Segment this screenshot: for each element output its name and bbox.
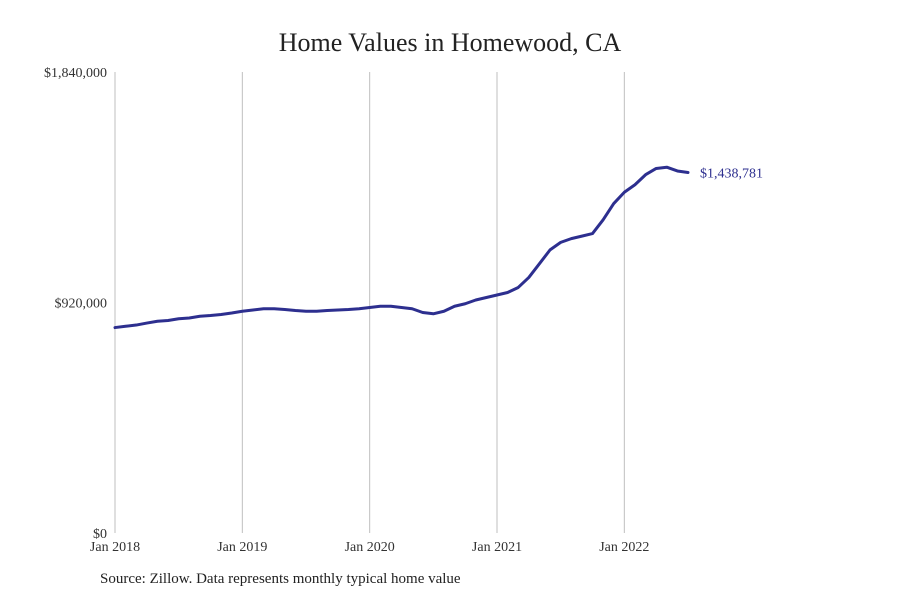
y-axis-ticks: $0$920,000$1,840,000	[44, 66, 107, 542]
series-line	[115, 167, 688, 327]
y-tick-label: $920,000	[55, 297, 108, 312]
chart-container: Home Values in Homewood, CA $0$920,000$1…	[0, 0, 900, 600]
x-gridlines	[115, 72, 624, 533]
x-axis-ticks: Jan 2018 Jan 2019 Jan 2020 Jan 2021 Jan 2022	[90, 540, 650, 555]
x-tick-label: Jan 2022	[599, 540, 649, 555]
x-tick-label: Jan 2018	[90, 540, 140, 555]
source-note: Source: Zillow. Data represents monthly …	[100, 571, 461, 588]
x-tick-label: Jan 2021	[472, 540, 522, 555]
y-tick-label: $1,840,000	[44, 66, 107, 81]
chart-svg: $0$920,000$1,840,000 Jan 2018Jan 2019Jan…	[0, 0, 900, 600]
series-end-label: $1,438,781	[700, 167, 763, 182]
x-tick-label: Jan 2020	[345, 540, 395, 555]
x-tick-label: Jan 2019	[217, 540, 267, 555]
